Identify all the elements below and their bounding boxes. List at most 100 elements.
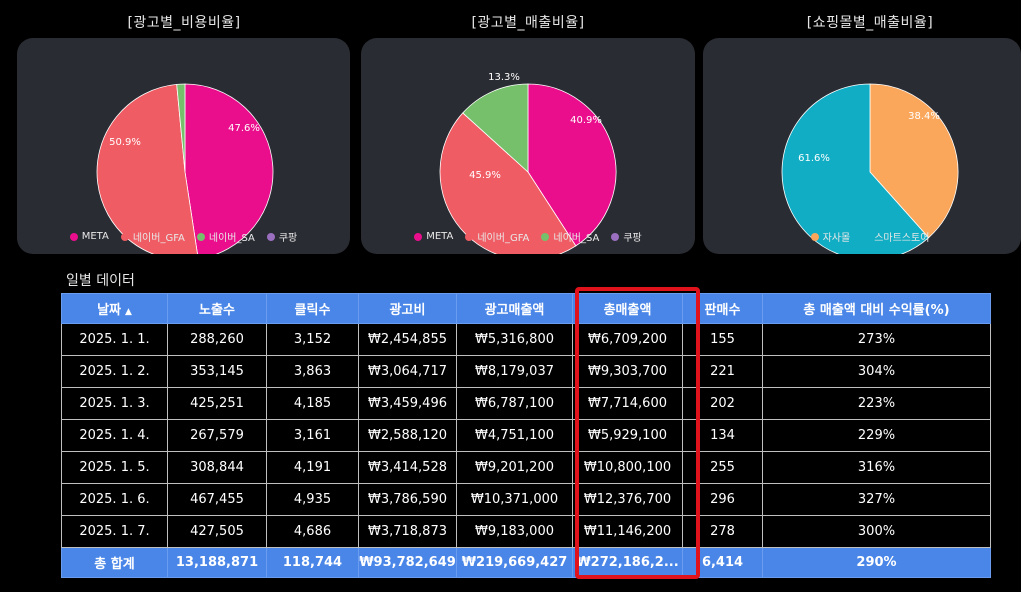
daily-data-table: 날짜 ▲ 노출수 클릭수 광고비 광고매출액 총매출액 판매수 총 매출액 대비 … [61, 293, 991, 578]
header-sales-count[interactable]: 판매수 [682, 293, 763, 324]
legend-dot-icon [465, 232, 474, 241]
total-total-revenue: ₩272,186,2... [572, 547, 683, 578]
cell-clicks: 4,191 [266, 451, 359, 484]
pie-slice-2[interactable] [176, 83, 186, 173]
daily-data-title: 일별 데이터 [66, 273, 135, 289]
total-roas: 290% [762, 547, 991, 578]
legend-dot-icon [611, 232, 620, 241]
cell-impressions: 288,260 [167, 323, 267, 356]
cell-impressions: 353,145 [167, 355, 267, 388]
header-ad-cost[interactable]: 광고비 [358, 293, 457, 324]
pie-slice-0[interactable] [869, 83, 959, 239]
table-row: 2025. 1. 4. 267,579 3,161 ₩2,588,120 ₩4,751,… [61, 419, 991, 452]
pie-data-label: 38.4% [908, 111, 940, 122]
legend-item[interactable]: 네이버_GFA [465, 229, 529, 244]
pie-data-label: 47.6% [228, 123, 260, 134]
pie-data-label: 61.6% [798, 153, 830, 164]
pie-slice-0[interactable] [184, 83, 274, 254]
cell-clicks: 3,161 [266, 419, 359, 452]
legend-label: 스마트스토어 [874, 233, 930, 244]
pie-slice-1[interactable] [439, 112, 577, 254]
header-date[interactable]: 날짜 ▲ [61, 293, 168, 324]
cell-impressions: 425,251 [167, 387, 267, 420]
legend-item[interactable]: 스마트스토어 [862, 229, 929, 244]
cell-date: 2025. 1. 3. [61, 387, 168, 420]
sort-asc-icon[interactable]: ▲ [125, 307, 132, 317]
cell-clicks: 4,686 [266, 515, 359, 548]
cell-ad-revenue: ₩5,316,800 [456, 323, 573, 356]
cell-clicks: 3,152 [266, 323, 359, 356]
legend-label: 쿠팡 [623, 233, 642, 244]
legend-label: 네이버_GFA [477, 233, 530, 244]
legend-dot-icon [541, 232, 550, 241]
cell-total-revenue: ₩7,714,600 [572, 387, 683, 420]
cell-roas: 229% [762, 419, 991, 452]
cell-roas: 300% [762, 515, 991, 548]
cell-roas: 273% [762, 323, 991, 356]
cell-date: 2025. 1. 2. [61, 355, 168, 388]
legend-item[interactable]: META [414, 229, 453, 244]
legend-label: 자사몰 [822, 233, 851, 244]
table-row: 2025. 1. 6. 467,455 4,935 ₩3,786,590 ₩10,371… [61, 483, 991, 516]
legend-item[interactable]: 쿠팡 [266, 229, 297, 244]
legend-item[interactable]: 네이버_GFA [120, 229, 185, 244]
cell-impressions: 467,455 [167, 483, 267, 516]
pie-data-label: 45.9% [469, 170, 501, 181]
pie-slice-1[interactable] [96, 83, 198, 254]
legend-dot-icon [69, 232, 78, 241]
cell-ad-cost: ₩3,786,590 [358, 483, 457, 516]
cell-ad-cost: ₩3,064,717 [358, 355, 457, 388]
cell-total-revenue: ₩5,929,100 [572, 419, 683, 452]
cell-date: 2025. 1. 5. [61, 451, 168, 484]
pie-card-ad-cost: 47.6% 50.9% META 네이버_GFA 네이버_SA 쿠팡 [17, 38, 350, 254]
header-clicks[interactable]: 클릭수 [266, 293, 359, 324]
pie-data-label: 40.9% [570, 115, 602, 126]
pie-slice-1[interactable] [781, 83, 930, 254]
chart-title-ad-cost: [광고별_비용비율] [127, 15, 241, 31]
table-total-row: 총 합계 13,188,871 118,744 ₩93,782,649 ₩219,669… [61, 547, 991, 578]
table-row: 2025. 1. 7. 427,505 4,686 ₩3,718,873 ₩9,183,… [61, 515, 991, 548]
total-ad-cost: ₩93,782,649 [358, 547, 457, 578]
cell-clicks: 4,185 [266, 387, 359, 420]
chart-title-mall-revenue: [쇼핑몰별_매출비율] [806, 15, 934, 31]
cell-ad-cost: ₩2,454,855 [358, 323, 457, 356]
legend-item[interactable]: META [69, 229, 109, 244]
cell-impressions: 267,579 [167, 419, 267, 452]
total-impressions: 13,188,871 [167, 547, 267, 578]
cell-total-revenue: ₩6,709,200 [572, 323, 683, 356]
pie-chart-ad-cost[interactable]: 47.6% 50.9% [17, 38, 350, 254]
cell-total-revenue: ₩12,376,700 [572, 483, 683, 516]
cell-sales-count: 202 [682, 387, 763, 420]
legend-item[interactable]: 네이버_SA [196, 229, 255, 244]
cell-ad-revenue: ₩8,179,037 [456, 355, 573, 388]
legend-dot-icon [414, 232, 423, 241]
legend-label: META [81, 231, 109, 242]
table-row: 2025. 1. 2. 353,145 3,863 ₩3,064,717 ₩8,179,… [61, 355, 991, 388]
header-total-revenue[interactable]: 총매출액 [572, 293, 683, 324]
legend-item[interactable]: 네이버_SA [541, 229, 599, 244]
cell-roas: 223% [762, 387, 991, 420]
legend-label: 네이버_SA [208, 233, 255, 244]
pie-slice-2[interactable] [462, 83, 529, 173]
cell-roas: 327% [762, 483, 991, 516]
cell-impressions: 308,844 [167, 451, 267, 484]
cell-total-revenue: ₩11,146,200 [572, 515, 683, 548]
table-row: 2025. 1. 3. 425,251 4,185 ₩3,459,496 ₩6,787,… [61, 387, 991, 420]
header-impressions[interactable]: 노출수 [167, 293, 267, 324]
cell-date: 2025. 1. 1. [61, 323, 168, 356]
total-clicks: 118,744 [266, 547, 359, 578]
pie-chart-mall-revenue[interactable]: 38.4% 61.6% [703, 38, 1021, 254]
legend-item[interactable]: 자사몰 [810, 229, 851, 244]
legend-dot-icon [196, 232, 205, 241]
cell-impressions: 427,505 [167, 515, 267, 548]
pie-card-mall-revenue: 38.4% 61.6% 자사몰 스마트스토어 [703, 38, 1021, 254]
total-sales-count: 6,414 [682, 547, 763, 578]
pie-chart-ad-revenue[interactable]: 40.9% 45.9% 13.3% [361, 38, 695, 254]
legend-item[interactable]: 쿠팡 [611, 229, 642, 244]
header-ad-revenue[interactable]: 광고매출액 [456, 293, 573, 324]
pie-data-label: 13.3% [488, 72, 520, 83]
legend-dot-icon [810, 232, 819, 241]
header-roas[interactable]: 총 매출액 대비 수익률(%) [762, 293, 991, 324]
cell-roas: 304% [762, 355, 991, 388]
legend-label: 네이버_GFA [132, 233, 185, 244]
